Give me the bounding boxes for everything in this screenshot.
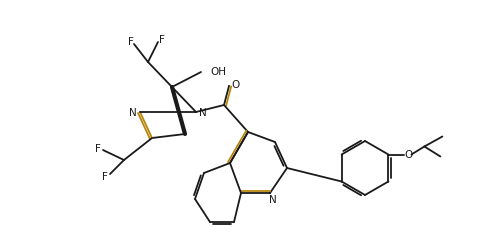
Text: F: F bbox=[159, 35, 165, 45]
Text: OH: OH bbox=[210, 67, 226, 77]
Text: F: F bbox=[95, 144, 101, 154]
Text: F: F bbox=[102, 172, 108, 182]
Text: O: O bbox=[404, 149, 412, 160]
Text: N: N bbox=[129, 108, 137, 118]
Text: N: N bbox=[269, 195, 277, 205]
Text: O: O bbox=[232, 80, 240, 90]
Text: N: N bbox=[199, 108, 207, 118]
Text: F: F bbox=[128, 37, 134, 47]
